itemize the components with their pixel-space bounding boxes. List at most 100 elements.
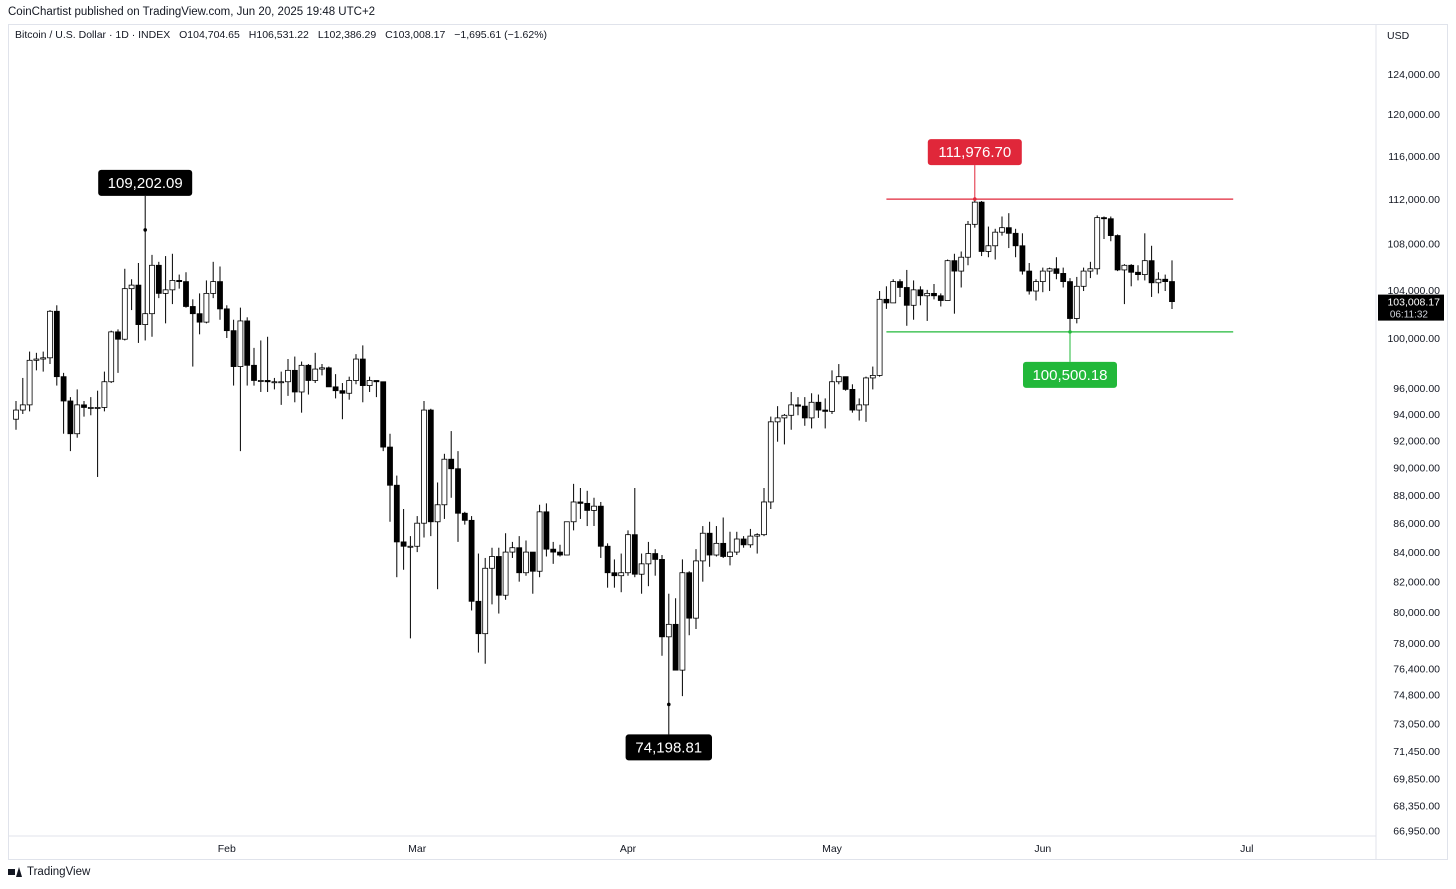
- candle-body-down: [387, 446, 393, 486]
- tradingview-brand[interactable]: TradingView: [8, 866, 90, 878]
- callout-box: [625, 734, 712, 761]
- candle: [944, 259, 951, 301]
- candle-body-down: [815, 401, 822, 411]
- candle-body-down: [305, 364, 312, 381]
- candle-body-down: [1128, 264, 1135, 273]
- candle: [699, 526, 706, 582]
- currency-label[interactable]: USD: [1387, 30, 1410, 42]
- candle: [189, 299, 196, 367]
- candle: [822, 398, 829, 429]
- candle-body-down: [604, 545, 611, 574]
- candle-body-up: [162, 289, 169, 294]
- candle-body-up: [693, 560, 699, 619]
- candle: [706, 521, 713, 567]
- callout-point: [973, 197, 977, 201]
- candle: [978, 201, 985, 257]
- candle: [951, 253, 958, 314]
- candle: [999, 216, 1005, 236]
- candle-body-down: [795, 404, 801, 407]
- candle-body-up: [108, 331, 115, 383]
- y-tick-label: 82,000.00: [1393, 577, 1440, 589]
- candle-body-down: [53, 310, 60, 378]
- candle-body-down: [264, 380, 271, 383]
- candle: [230, 319, 237, 386]
- ohlc-low: L102,386.29: [317, 29, 377, 41]
- candle: [1087, 261, 1094, 279]
- candle: [94, 390, 101, 477]
- candle-body-up: [536, 511, 543, 572]
- candle-body-up: [203, 292, 210, 323]
- candle-body-down: [176, 280, 183, 283]
- candle: [733, 531, 740, 556]
- candle: [1067, 278, 1073, 332]
- candle: [183, 272, 189, 308]
- candle-body-down: [917, 289, 924, 297]
- candle-body-down: [1019, 245, 1026, 272]
- candle-body-up: [1039, 270, 1046, 283]
- candle-body-down: [155, 264, 162, 294]
- candle-body-up: [570, 501, 577, 523]
- candle: [468, 516, 475, 611]
- candle-body-up: [366, 380, 373, 386]
- candle-body-up: [94, 407, 101, 409]
- candle: [591, 497, 597, 527]
- candle-body-down: [495, 556, 502, 596]
- candle: [142, 229, 149, 341]
- last-price-box: [1378, 294, 1444, 321]
- candle: [434, 482, 441, 590]
- y-tick-label: 76,400.00: [1393, 664, 1440, 676]
- candle: [203, 280, 210, 324]
- candle: [815, 394, 822, 418]
- candle: [1073, 276, 1080, 324]
- candle: [380, 381, 387, 452]
- candle-body-down: [1162, 278, 1169, 283]
- candle: [1128, 264, 1135, 287]
- candle-body-down: [455, 468, 461, 514]
- candle-body-down: [883, 298, 890, 304]
- candle: [965, 220, 971, 266]
- y-tick-label: 88,000.00: [1393, 490, 1440, 502]
- symbol-info-line: Bitcoin / U.S. Dollar · 1D · INDEX O104,…: [15, 29, 553, 41]
- symbol-title[interactable]: Bitcoin / U.S. Dollar · 1D · INDEX: [15, 29, 171, 41]
- candle-body-up: [1094, 217, 1101, 270]
- candle-body-up: [1087, 268, 1094, 272]
- candle-body-up: [346, 380, 353, 394]
- candle: [767, 416, 774, 510]
- candle: [1026, 262, 1033, 295]
- candle: [149, 254, 155, 337]
- candle-body-up: [142, 313, 149, 325]
- candle: [1169, 260, 1175, 310]
- candle-body-down: [60, 376, 67, 402]
- y-tick-label: 124,000.00: [1387, 69, 1440, 81]
- candle-body-up: [645, 553, 652, 565]
- candle-body-up: [761, 501, 767, 536]
- y-tick-label: 68,350.00: [1393, 800, 1440, 812]
- candle-body-up: [679, 572, 686, 671]
- candle: [720, 517, 727, 558]
- candle: [128, 279, 135, 311]
- y-tick-label: 80,000.00: [1393, 607, 1440, 619]
- candle: [162, 256, 169, 324]
- candle: [1080, 267, 1087, 292]
- candle-body-down: [1169, 281, 1175, 303]
- candle-body-down: [475, 600, 482, 635]
- candle: [210, 261, 217, 299]
- candle-body-up: [509, 547, 516, 553]
- candle: [897, 279, 903, 297]
- candle: [563, 521, 570, 556]
- candle: [856, 398, 863, 421]
- candle-body-up: [1073, 285, 1080, 319]
- candle-body-up: [407, 545, 414, 548]
- candle-body-down: [631, 534, 638, 575]
- candle-body-down: [897, 281, 903, 288]
- candle-body-up: [591, 505, 597, 511]
- y-tick-label: 86,000.00: [1393, 518, 1440, 530]
- price-callout: 109,202.09: [98, 169, 193, 232]
- candle-body-down: [244, 320, 251, 366]
- candle-body-down: [359, 358, 366, 386]
- candle: [693, 549, 699, 630]
- candles: [13, 199, 1175, 705]
- candle-body-up: [767, 421, 774, 503]
- publisher-line: CoinChartist published on TradingView.co…: [8, 6, 376, 18]
